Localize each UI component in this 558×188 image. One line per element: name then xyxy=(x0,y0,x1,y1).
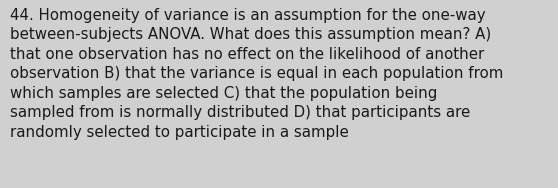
Text: 44. Homogeneity of variance is an assumption for the one-way
between-subjects AN: 44. Homogeneity of variance is an assump… xyxy=(10,8,503,140)
